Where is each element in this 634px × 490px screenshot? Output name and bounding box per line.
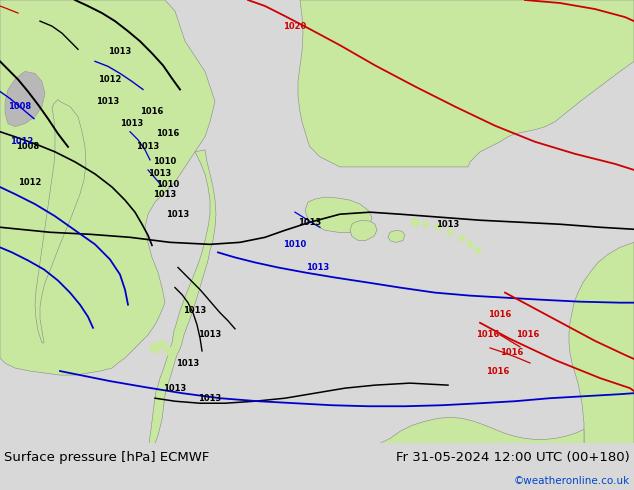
Circle shape [422,221,428,227]
Text: 1016: 1016 [157,129,179,138]
Text: 1016: 1016 [516,330,540,340]
Text: 1008: 1008 [8,102,32,111]
Text: Surface pressure [hPa] ECMWF: Surface pressure [hPa] ECMWF [4,451,209,464]
Circle shape [459,235,465,242]
Polygon shape [0,0,215,375]
Text: 1010: 1010 [283,240,307,249]
Text: 1013: 1013 [153,190,177,198]
Circle shape [150,343,160,353]
Text: 1013: 1013 [306,263,330,272]
Text: ©weatheronline.co.uk: ©weatheronline.co.uk [514,475,630,486]
Text: 1013: 1013 [436,220,460,229]
Text: 1013: 1013 [299,218,321,227]
Text: 1013: 1013 [120,119,144,128]
Text: Fr 31-05-2024 12:00 UTC (00+180): Fr 31-05-2024 12:00 UTC (00+180) [396,451,630,464]
Text: 1016: 1016 [500,348,524,357]
Text: 1013: 1013 [176,359,200,368]
Circle shape [447,229,453,235]
Text: 1013: 1013 [148,170,172,178]
Text: 1020: 1020 [283,22,307,31]
Polygon shape [380,243,634,443]
Text: 1012: 1012 [10,137,34,147]
Text: 1016: 1016 [486,367,510,375]
Circle shape [411,218,419,226]
Polygon shape [149,150,216,443]
Text: 1013: 1013 [136,142,160,151]
Text: 1013: 1013 [108,47,132,56]
Text: 1013: 1013 [183,306,207,315]
Text: 1008: 1008 [16,142,39,151]
Polygon shape [5,72,45,127]
Text: 1012: 1012 [18,177,42,187]
Circle shape [435,224,441,230]
Text: 1013: 1013 [164,384,186,392]
Polygon shape [305,197,372,232]
Circle shape [158,341,166,349]
Text: 1010: 1010 [153,157,177,167]
Circle shape [164,347,172,355]
Text: 1012: 1012 [98,75,122,84]
Text: 1013: 1013 [96,97,120,106]
Text: 1016: 1016 [488,310,512,319]
Polygon shape [298,0,634,167]
Circle shape [467,242,473,247]
Circle shape [475,247,481,253]
Polygon shape [388,230,405,243]
Text: 1013: 1013 [198,393,222,403]
Polygon shape [35,99,86,343]
Text: 1013: 1013 [166,210,190,219]
Text: 1016: 1016 [140,107,164,116]
Polygon shape [350,220,377,240]
Text: 1016: 1016 [476,330,500,340]
Text: 1010: 1010 [157,179,179,189]
Polygon shape [380,417,584,443]
Text: 1013: 1013 [198,330,222,340]
